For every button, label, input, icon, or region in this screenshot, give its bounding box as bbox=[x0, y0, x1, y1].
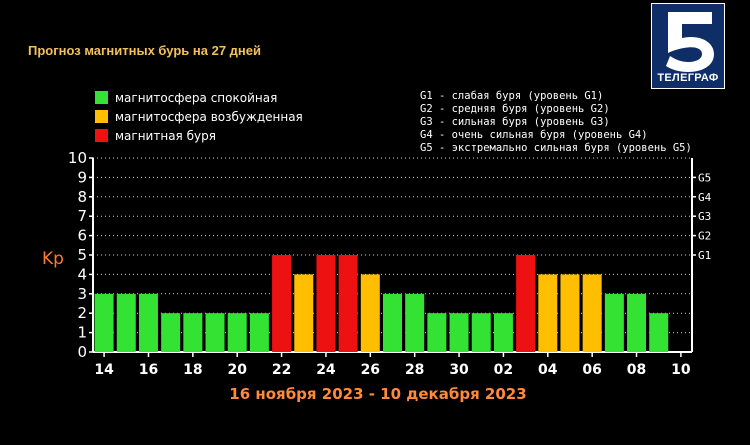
bar bbox=[116, 293, 136, 352]
x-tick-label: 16 bbox=[139, 362, 158, 378]
x-tick-label: 08 bbox=[627, 362, 646, 378]
legend-swatch-excited bbox=[95, 110, 108, 123]
bar bbox=[338, 255, 358, 352]
g-tick-label: G3 bbox=[698, 210, 711, 223]
legend-swatch-storm bbox=[95, 129, 108, 142]
legend-label-storm: магнитная буря bbox=[115, 129, 216, 143]
x-axis-label: 16 ноября 2023 - 10 декабря 2023 bbox=[229, 385, 526, 403]
y-tick-label: 7 bbox=[77, 207, 87, 225]
x-tick-label: 14 bbox=[94, 362, 114, 378]
bar bbox=[360, 274, 380, 352]
y-tick-label: 6 bbox=[77, 227, 87, 245]
storm-level-legend: G1 - слабая буря (уровень G1) G2 - средн… bbox=[420, 90, 692, 154]
x-tick-label: 30 bbox=[449, 362, 469, 378]
bar bbox=[272, 255, 292, 352]
y-tick-label: 3 bbox=[77, 285, 87, 303]
bar bbox=[205, 313, 225, 352]
chart-title: Прогноз магнитных бурь на 27 дней bbox=[28, 43, 261, 58]
bar bbox=[582, 274, 602, 352]
x-tick-label: 26 bbox=[361, 362, 380, 378]
bar bbox=[627, 293, 647, 352]
legend-label-excited: магнитосфера возбужденная bbox=[115, 110, 303, 124]
x-tick-label: 10 bbox=[671, 362, 691, 378]
bar bbox=[383, 293, 402, 352]
g-tick-label: G4 bbox=[698, 191, 712, 204]
y-axis-label: Kp bbox=[42, 249, 64, 269]
bar bbox=[161, 313, 181, 352]
storm-level-g2: G2 - средняя буря (уровень G2) bbox=[420, 103, 610, 115]
bar bbox=[538, 274, 558, 352]
y-tick-label: 1 bbox=[77, 324, 87, 342]
y-tick-label: 2 bbox=[77, 304, 87, 322]
x-tick-label: 06 bbox=[582, 362, 601, 378]
storm-level-g3: G3 - сильная буря (уровень G3) bbox=[420, 116, 610, 128]
logo-text: ТЕЛЕГРАФ bbox=[657, 72, 719, 84]
bar bbox=[427, 313, 447, 352]
legend-swatch-quiet bbox=[95, 91, 108, 104]
y-tick-label: 10 bbox=[68, 149, 87, 167]
bar bbox=[138, 293, 158, 352]
bar bbox=[183, 313, 203, 352]
stylized-5-logo-icon bbox=[666, 12, 714, 72]
x-tick-label: 22 bbox=[272, 362, 291, 378]
g-tick-label: G2 bbox=[698, 230, 711, 243]
bar bbox=[560, 274, 580, 352]
x-tick-label: 24 bbox=[316, 362, 336, 378]
bar bbox=[471, 313, 491, 352]
y-tick-label: 8 bbox=[77, 188, 87, 206]
bar bbox=[94, 293, 114, 352]
x-tick-label: 02 bbox=[494, 362, 513, 378]
bar bbox=[316, 255, 336, 352]
bar bbox=[294, 274, 314, 352]
bar bbox=[649, 313, 669, 352]
bar bbox=[249, 313, 269, 352]
y-tick-label: 5 bbox=[77, 246, 87, 264]
y-tick-label: 9 bbox=[77, 168, 87, 186]
y-tick-label: 4 bbox=[77, 265, 87, 283]
bar bbox=[493, 313, 513, 352]
storm-level-g4: G4 - очень сильная буря (уровень G4) bbox=[420, 129, 648, 141]
x-tick-label: 18 bbox=[183, 362, 202, 378]
legend: магнитосфера спокойная магнитосфера возб… bbox=[95, 91, 303, 143]
bar bbox=[405, 293, 425, 352]
bar bbox=[227, 313, 247, 352]
bar bbox=[516, 255, 536, 352]
g-tick-label: G1 bbox=[698, 249, 711, 262]
storm-level-g5: G5 - экстремально сильная буря (уровень … bbox=[420, 142, 692, 154]
storm-level-g1: G1 - слабая буря (уровень G1) bbox=[420, 90, 603, 102]
bar bbox=[449, 313, 469, 352]
y-tick-label: 0 bbox=[77, 343, 87, 361]
g-tick-label: G5 bbox=[698, 171, 711, 184]
x-tick-label: 28 bbox=[405, 362, 424, 378]
bar bbox=[604, 293, 624, 352]
legend-label-quiet: магнитосфера спокойная bbox=[115, 91, 277, 105]
x-tick-label: 04 bbox=[538, 362, 558, 378]
x-tick-label: 20 bbox=[227, 362, 247, 378]
telegraf-logo: ТЕЛЕГРАФ bbox=[651, 3, 725, 89]
